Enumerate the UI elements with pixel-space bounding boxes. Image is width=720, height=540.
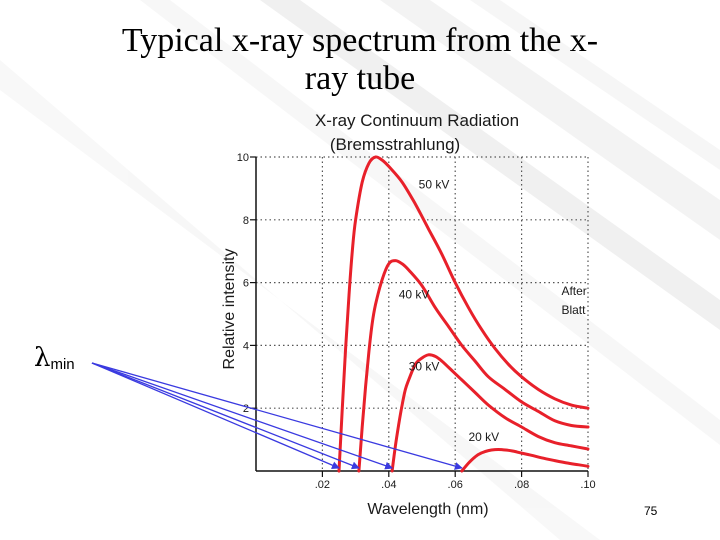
page-number: 75: [644, 504, 658, 518]
lambda-min-arrow: [91, 362, 394, 470]
series-line-20-kv: [460, 448, 590, 473]
y-tick-label: 8: [243, 215, 249, 227]
lambda-min-arrow: [91, 362, 463, 470]
series-line-40-kv: [357, 259, 590, 473]
curve-annotation: Blatt: [561, 303, 586, 317]
x-tick-label: .10: [580, 479, 595, 491]
slide-title: Typical x-ray spectrum from the x- ray t…: [60, 22, 660, 98]
curve-annotations: 50 kV 40 kV 30 kV 20 kV After Blatt: [399, 177, 587, 444]
series-line-30-kv: [390, 353, 590, 473]
slide-title-line-1: Typical x-ray spectrum from the x-: [121, 22, 599, 59]
x-tick-label: .02: [315, 479, 330, 491]
y-tick-label: 4: [243, 340, 249, 352]
chart-subtitle: (Bremsstrahlung): [330, 135, 460, 154]
x-axis-label: Wavelength (nm): [367, 501, 488, 518]
curve-annotation: 50 kV: [419, 177, 450, 191]
x-tick-label: .08: [514, 479, 529, 491]
y-axis-label: Relative intensity: [221, 249, 238, 370]
axes: [250, 156, 589, 477]
lambda-min-label: λmin: [34, 343, 75, 373]
curve-annotation: 20 kV: [468, 430, 499, 444]
chart-title: X-ray Continuum Radiation: [315, 111, 519, 130]
y-tick-label: 2: [243, 403, 249, 415]
y-tick-label: 10: [237, 152, 249, 164]
x-tick-label: .06: [448, 479, 463, 491]
slide-title-line-2: ray tube: [304, 60, 416, 97]
lambda-symbol: λ: [34, 343, 51, 373]
x-tick-label: .04: [381, 479, 396, 491]
curve-annotation: After: [561, 284, 586, 298]
y-tick-label: 6: [243, 278, 249, 290]
curve-annotation: 40 kV: [399, 287, 430, 301]
series-line-50-kv: [337, 155, 590, 473]
lambda-min-arrow: [91, 362, 340, 469]
grid-lines: [256, 156, 589, 471]
lambda-subscript: min: [50, 356, 75, 373]
tick-labels: .02 .04 .06 .08 .10 2 4 6 8 10: [237, 152, 596, 491]
series-curves: [337, 155, 590, 473]
curve-annotation: 30 kV: [409, 360, 440, 374]
lambda-min-arrows: [91, 362, 463, 470]
lambda-min-arrow: [91, 362, 360, 470]
